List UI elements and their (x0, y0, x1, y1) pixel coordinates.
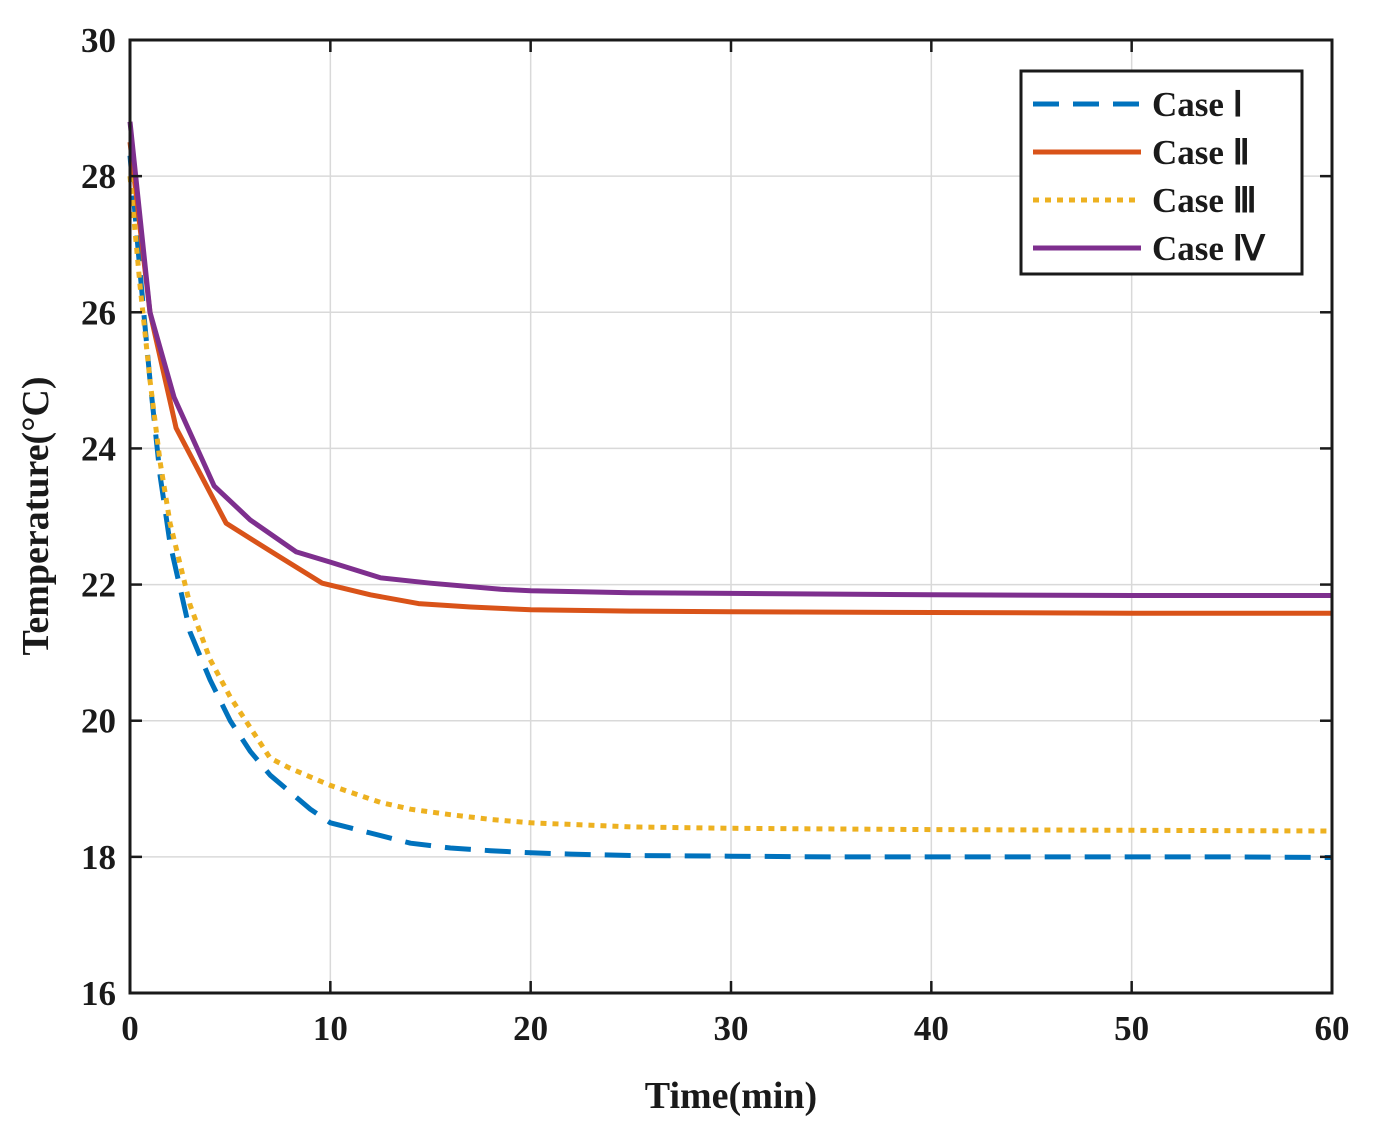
x-tick-label: 10 (313, 1009, 348, 1048)
legend-label-1: Case Ⅰ (1152, 85, 1243, 124)
legend-box (1019, 69, 1304, 276)
y-tick-label: 26 (81, 293, 116, 332)
y-tick-label: 30 (81, 21, 116, 60)
series-lines (127, 121, 1333, 860)
legend-label-2: Case Ⅱ (1152, 133, 1250, 172)
y-tick-label: 20 (81, 702, 116, 741)
series-line-1 (127, 155, 1333, 860)
x-tick-label: 60 (1315, 1009, 1350, 1048)
y-tick-label: 28 (81, 157, 116, 196)
y-tick-label: 22 (81, 566, 116, 605)
x-tick-label: 50 (1114, 1009, 1149, 1048)
x-tick-label: 30 (714, 1009, 749, 1048)
x-tick-label: 0 (121, 1009, 139, 1048)
legend-label-4: Case Ⅳ (1152, 229, 1266, 268)
x-tick-label: 20 (513, 1009, 548, 1048)
series-line-2 (127, 141, 1332, 616)
y-axis-label: Temperature(°C) (15, 376, 57, 655)
series-line-3 (127, 175, 1333, 834)
y-tick-label: 24 (81, 429, 116, 468)
series-line-4 (127, 121, 1332, 598)
axis-ticks: 0 10 20 30 40 50 60 16 18 20 22 24 26 28 30 (81, 21, 1350, 1048)
x-tick-label: 40 (914, 1009, 949, 1048)
legend-label-3: Case Ⅲ (1152, 181, 1257, 220)
x-axis-label: Time(min) (645, 1075, 817, 1117)
y-tick-label: 16 (81, 974, 116, 1013)
y-tick-label: 18 (81, 838, 116, 877)
legend: Case Ⅰ Case Ⅱ Case Ⅲ Case Ⅳ (1019, 69, 1304, 276)
